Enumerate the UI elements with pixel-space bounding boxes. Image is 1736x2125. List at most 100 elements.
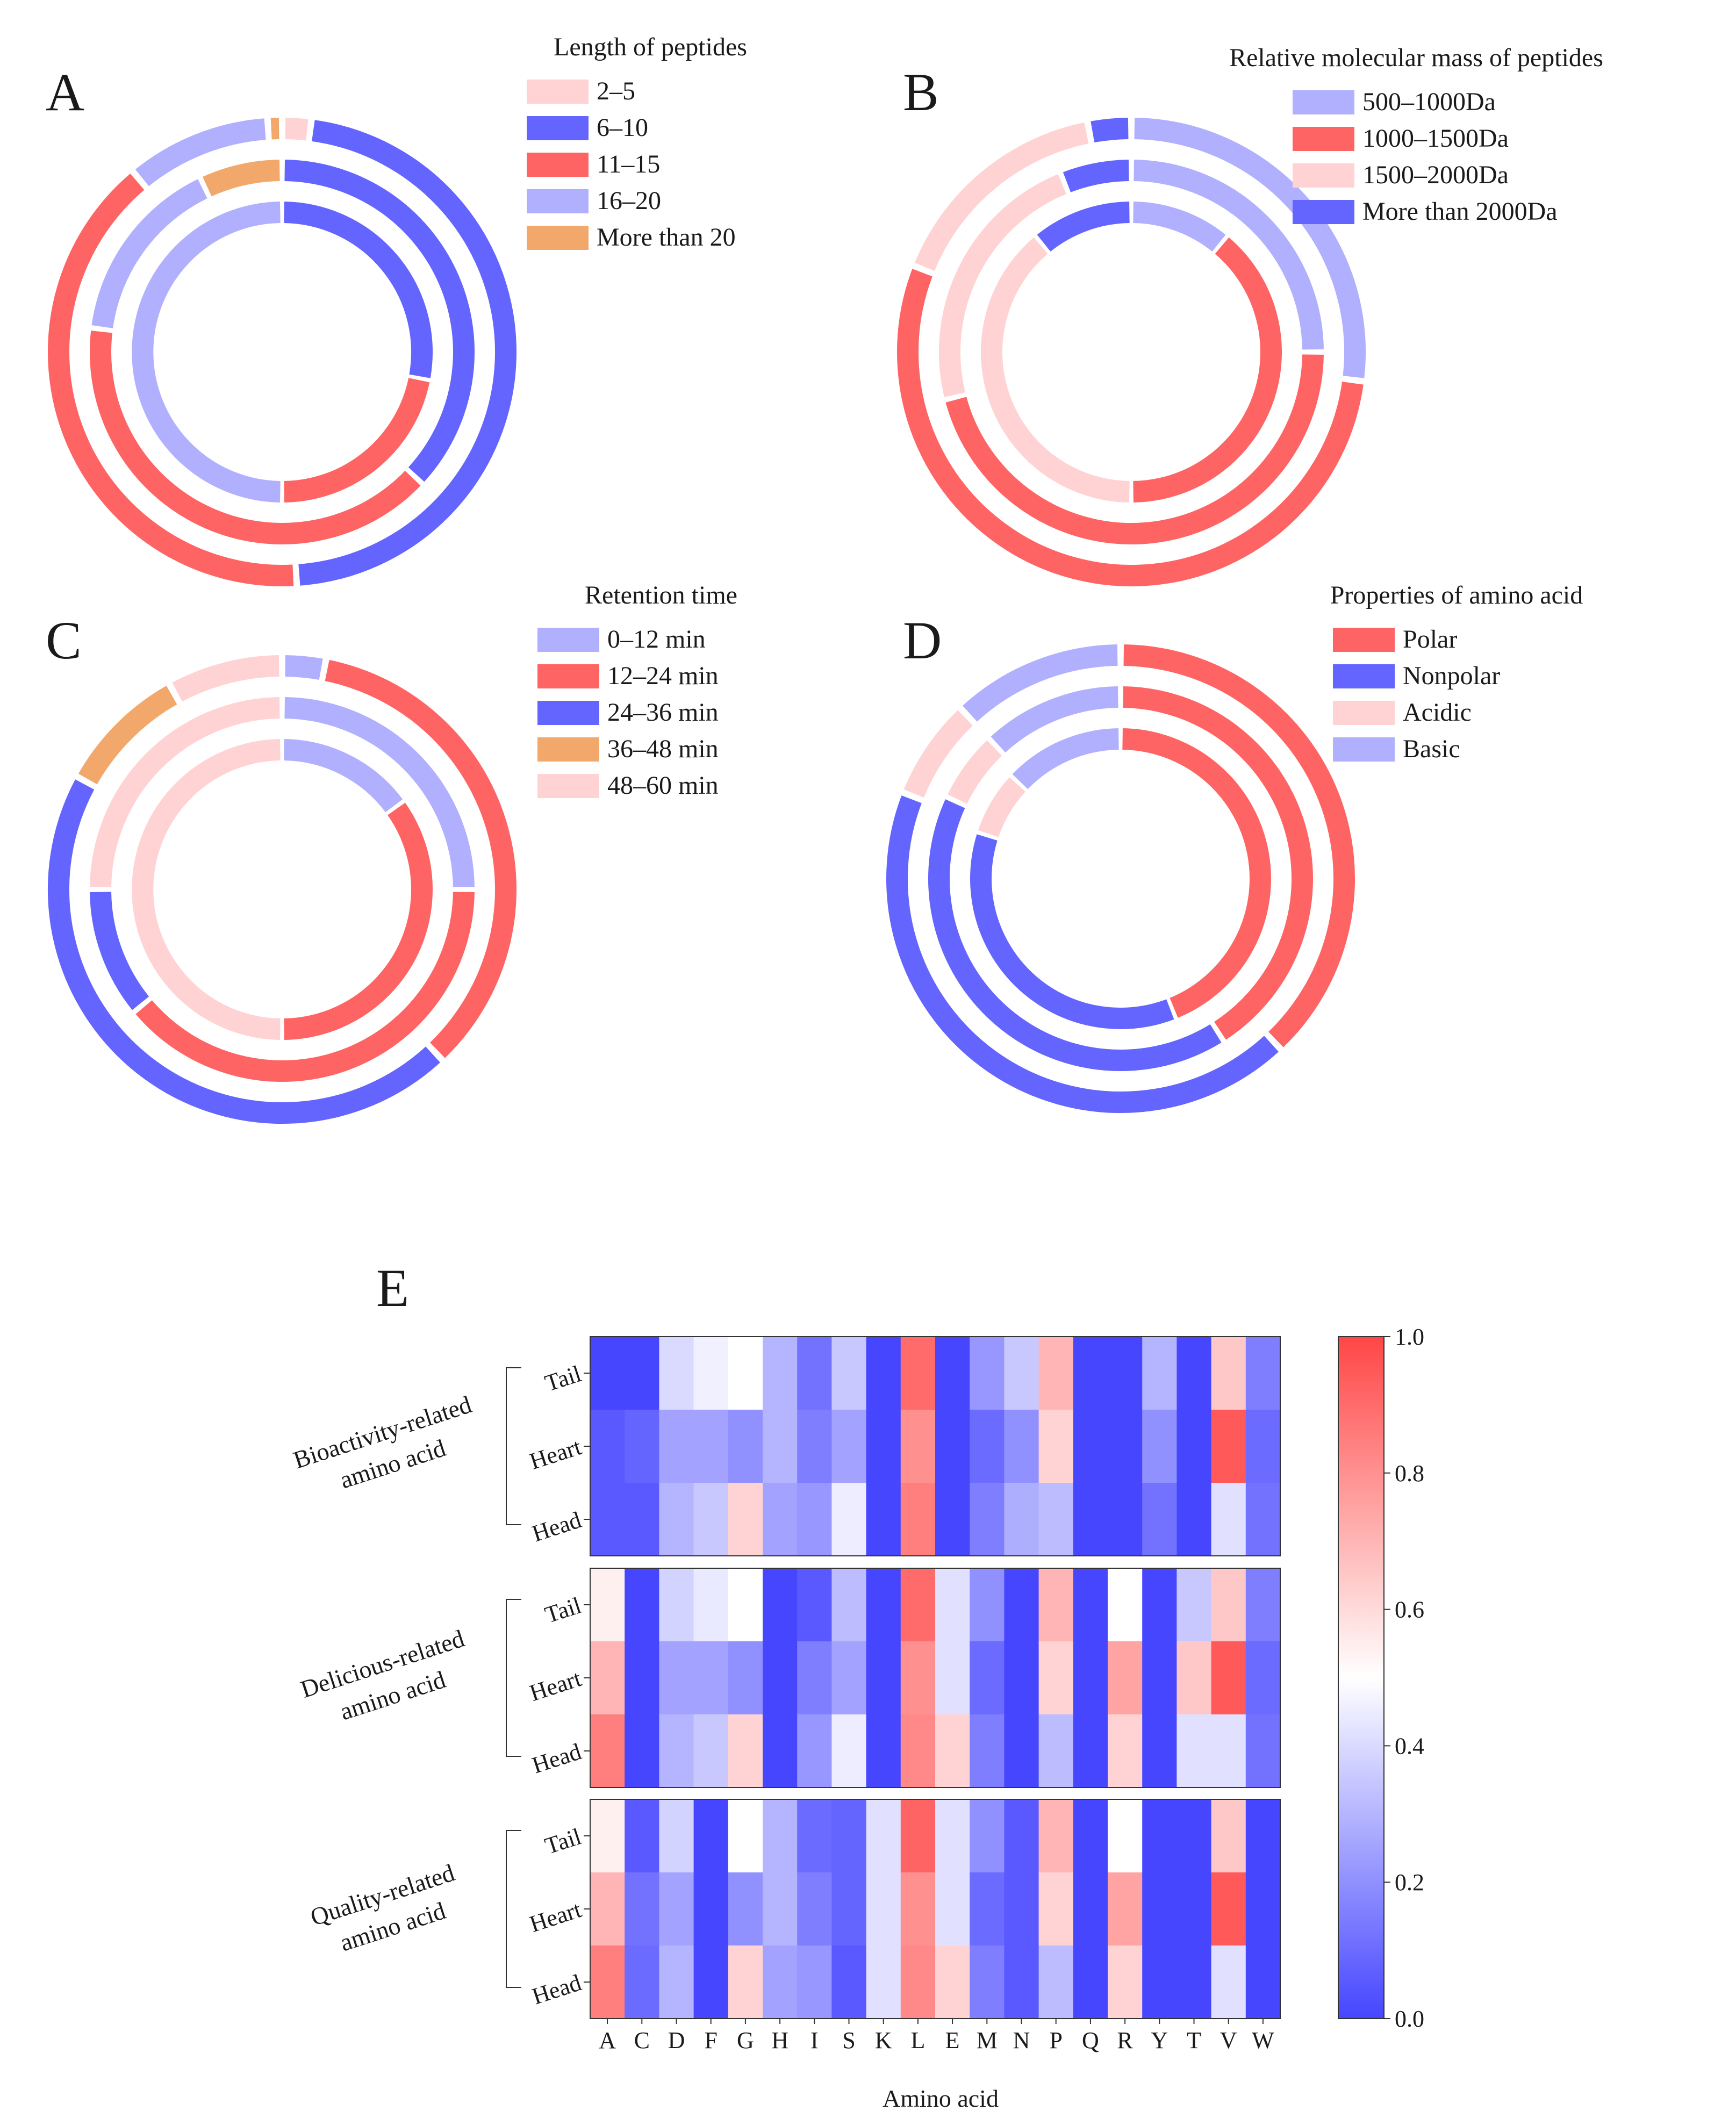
- heatmap-cell-g1-heart-I: [797, 1641, 832, 1715]
- heatmap-cell-g0-head-F: [693, 1483, 729, 1556]
- donut-c-inner-slice-1: [284, 802, 433, 1040]
- legend-swatch-a-3: [527, 189, 589, 213]
- heatmap-cell-g0-head-C: [625, 1483, 659, 1556]
- heatmap-cell-g2-heart-L: [900, 1872, 936, 1946]
- legend-label-b-2: 1500–2000Da: [1362, 161, 1509, 189]
- heatmap-cell-g2-tail-L: [900, 1799, 936, 1873]
- heatmap-cell-g2-tail-W: [1245, 1799, 1281, 1873]
- heatmap-cell-g2-tail-G: [728, 1799, 763, 1873]
- heatmap-cell-g0-heart-D: [659, 1410, 694, 1483]
- heatmap-cell-g2-tail-H: [763, 1799, 798, 1873]
- legend-title-b: Relative molecular mass of peptides: [1229, 44, 1603, 72]
- heatmap-cell-g1-heart-P: [1038, 1641, 1074, 1715]
- legend-swatch-a-1: [527, 116, 589, 140]
- donut-c-middle-slice-4: [90, 697, 280, 887]
- legend-label-c-2: 24–36 min: [607, 698, 719, 727]
- heatmap-cell-g1-tail-G: [728, 1568, 763, 1642]
- heatmap-cell-g1-tail-I: [797, 1568, 832, 1642]
- heatmap-cell-g2-head-S: [831, 1945, 867, 2019]
- heatmap-cell-g2-heart-A: [590, 1872, 625, 1946]
- heatmap-cell-g0-tail-F: [693, 1337, 729, 1410]
- heatmap-cell-g0-head-A: [590, 1483, 625, 1556]
- legend-swatch-c-4: [537, 774, 599, 798]
- legend-c: Retention time 0–12 min 12–24 min 24–36 min…: [537, 581, 737, 800]
- heatmap-cell-g0-tail-M: [970, 1337, 1005, 1410]
- heatmap-cell-g0-head-T: [1177, 1483, 1212, 1556]
- legend-label-d-2: Acidic: [1403, 698, 1472, 727]
- heatmap-cell-g0-head-V: [1211, 1483, 1246, 1556]
- donut-b-inner-slice-0: [1133, 202, 1226, 252]
- heatmap-cell-g2-head-P: [1038, 1945, 1074, 2019]
- heatmap-cell-g0-tail-N: [1004, 1337, 1039, 1410]
- heatmap-cell-g2-head-D: [659, 1945, 694, 2019]
- heatmap-cell-g2-head-C: [625, 1945, 659, 2019]
- heatmap-cell-g0-tail-P: [1038, 1337, 1074, 1410]
- legend-b: Relative molecular mass of peptides 500–1…: [1229, 44, 1603, 226]
- donut-b-outer-slice-2: [914, 122, 1089, 271]
- heatmap-cell-g1-heart-K: [866, 1641, 901, 1715]
- heatmap-cell-g1-heart-H: [763, 1641, 798, 1715]
- heatmap-cell-g2-head-Q: [1073, 1945, 1108, 2019]
- heatmap-cell-g2-tail-P: [1038, 1799, 1074, 1873]
- heatmap-cell-g0-head-R: [1108, 1483, 1143, 1556]
- heatmap-cell-g1-head-A: [590, 1714, 625, 1788]
- heatmap-cell-g1-heart-F: [693, 1641, 729, 1715]
- heatmap-cell-g2-tail-K: [866, 1799, 901, 1873]
- heatmap-cell-g1-heart-L: [900, 1641, 936, 1715]
- heatmap-cell-g0-heart-C: [625, 1410, 659, 1483]
- heatmap-cell-g0-head-N: [1004, 1483, 1039, 1556]
- heatmap-cell-g2-heart-Y: [1142, 1872, 1177, 1946]
- legend-swatch-a-0: [527, 80, 589, 104]
- donut-a-middle-slice-3: [91, 179, 207, 328]
- donut-c-outer-slice-3: [78, 685, 177, 785]
- heatmap-cell-g1-heart-T: [1177, 1641, 1212, 1715]
- heatmap-cell-g2-heart-G: [728, 1872, 763, 1946]
- legend-swatch-b-0: [1293, 90, 1354, 114]
- heatmap-cell-g2-head-E: [935, 1945, 970, 2019]
- heatmap-cell-g2-tail-I: [797, 1799, 832, 1873]
- heatmap-cell-g2-head-K: [866, 1945, 901, 2019]
- donut-chart-d: [886, 644, 1355, 1113]
- legend-d: Properties of amino acid Polar Nonpolar Aci…: [1330, 581, 1583, 763]
- donut-c-outer-slice-2: [47, 779, 440, 1124]
- heatmap-cell-g1-heart-C: [625, 1641, 659, 1715]
- panel-letter-c: C: [46, 611, 82, 670]
- panel-letter-e: E: [376, 1258, 409, 1318]
- heatmap-cell-g2-heart-V: [1211, 1872, 1246, 1946]
- heatmap-cell-g1-heart-A: [590, 1641, 625, 1715]
- heatmap-cell-g0-heart-R: [1108, 1410, 1143, 1483]
- heatmap-cell-g0-heart-M: [970, 1410, 1005, 1483]
- heatmap-cell-g1-head-W: [1245, 1714, 1281, 1788]
- heatmap-group-bracket-2: [506, 1830, 521, 1988]
- colorbar-tick-label-1: 0.2: [1395, 1869, 1424, 1896]
- heatmap-cell-g1-tail-T: [1177, 1568, 1212, 1642]
- heatmap-cell-g0-heart-A: [590, 1410, 625, 1483]
- heatmap-cell-g1-head-E: [935, 1714, 970, 1788]
- heatmap-cell-g0-tail-Q: [1073, 1337, 1108, 1410]
- colorbar-tick-label-0: 0.0: [1395, 2006, 1424, 2032]
- heatmap-col-label-R: R: [1117, 2027, 1133, 2054]
- heatmap-cell-g1-head-G: [728, 1714, 763, 1788]
- heatmap-cell-g0-tail-V: [1211, 1337, 1246, 1410]
- heatmap-cell-g1-heart-D: [659, 1641, 694, 1715]
- heatmap-col-label-Q: Q: [1082, 2027, 1099, 2054]
- legend-swatch-b-2: [1293, 163, 1354, 188]
- heatmap-col-label-E: E: [945, 2027, 960, 2054]
- heatmap-cell-g1-heart-Y: [1142, 1641, 1177, 1715]
- heatmap-cell-g1-head-D: [659, 1714, 694, 1788]
- donut-c-middle-slice-0: [284, 697, 475, 887]
- heatmap-cell-g2-tail-S: [831, 1799, 867, 1873]
- heatmap-cell-g1-tail-D: [659, 1568, 694, 1642]
- donut-b-inner-slice-3: [1037, 202, 1130, 252]
- donut-a-inner-slice-2: [284, 378, 430, 502]
- donut-b-middle-slice-1: [945, 354, 1324, 545]
- legend-label-d-3: Basic: [1403, 735, 1460, 763]
- donut-chart-c: [47, 655, 517, 1124]
- heatmap-cell-g1-tail-H: [763, 1568, 798, 1642]
- heatmap-col-label-F: F: [704, 2027, 717, 2054]
- heatmap-cell-g0-head-Y: [1142, 1483, 1177, 1556]
- heatmap-cell-g2-head-R: [1108, 1945, 1143, 2019]
- colorbar-tick-label-5: 1.0: [1395, 1324, 1424, 1350]
- legend-label-a-2: 11–15: [597, 150, 660, 178]
- legend-swatch-b-1: [1293, 127, 1354, 151]
